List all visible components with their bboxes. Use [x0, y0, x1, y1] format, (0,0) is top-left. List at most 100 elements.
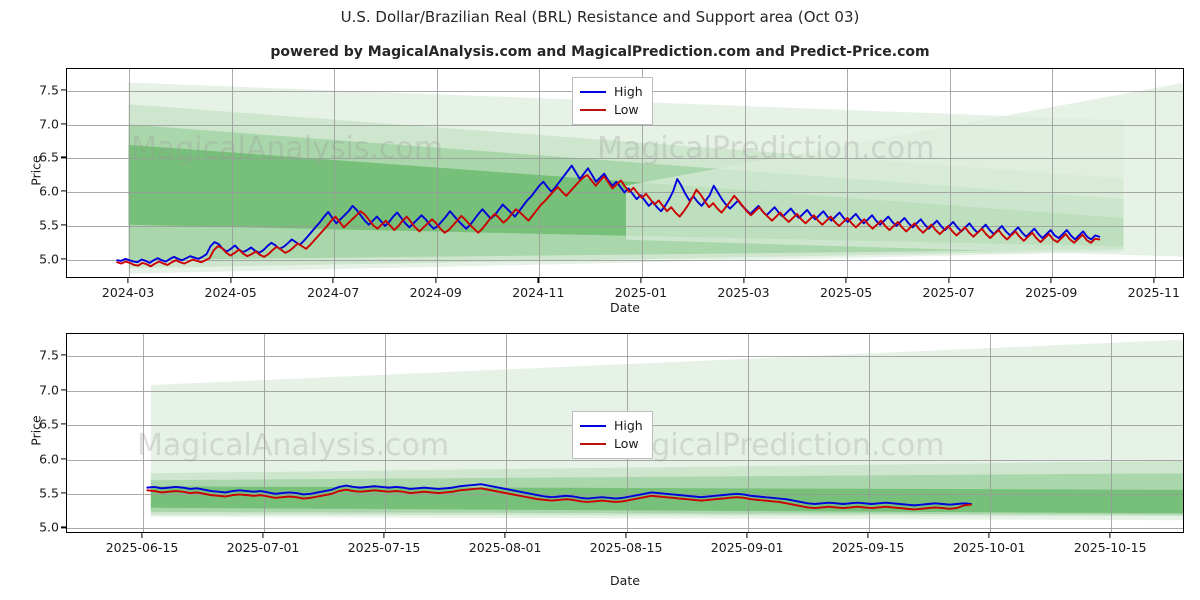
- y-axis-tick-mark: [61, 156, 66, 158]
- gridline-vertical: [949, 69, 951, 277]
- page-subtitle: powered by MagicalAnalysis.com and Magic…: [270, 44, 930, 60]
- gridline-horizontal: [67, 459, 1183, 461]
- gridline-vertical: [385, 334, 387, 532]
- x-axis-tick-label: 2025-07-01: [226, 540, 300, 555]
- gridline-horizontal: [67, 226, 1183, 228]
- gridline-vertical: [264, 334, 266, 532]
- y-axis-tick-label: 7.5: [39, 82, 59, 98]
- legend-label-low: Low: [614, 436, 639, 451]
- y-axis-tick-mark: [61, 526, 66, 529]
- y-axis-tick-label: 6.5: [39, 149, 59, 165]
- x-axis-tick-label: 2025-03: [717, 285, 770, 300]
- gridline-vertical: [1052, 69, 1054, 277]
- x-axis-tick-label: 2025-01: [614, 285, 668, 300]
- gridline-vertical: [436, 69, 438, 277]
- x-axis-tick-label: 2024-05: [204, 285, 257, 300]
- top-x-axis-label: Date: [610, 300, 640, 315]
- x-axis-tick-mark: [435, 278, 437, 283]
- gridline-vertical: [1154, 69, 1156, 277]
- y-axis-tick-mark: [61, 89, 66, 91]
- x-axis-tick-mark: [141, 533, 143, 538]
- x-axis-tick-mark: [746, 533, 748, 538]
- legend-row-high: High: [580, 417, 643, 435]
- x-axis-tick-mark: [948, 278, 950, 283]
- y-axis-tick-mark: [61, 388, 66, 391]
- x-axis-tick-mark: [332, 278, 334, 283]
- top-chart-panel: MagicalAnalysis.com MagicalPrediction.co…: [29, 68, 1184, 315]
- x-axis-tick-mark: [988, 533, 990, 538]
- y-axis-tick-label: 6.0: [39, 183, 59, 199]
- x-axis-tick-mark: [537, 278, 539, 283]
- gridline-vertical: [1111, 334, 1113, 532]
- x-axis-tick-label: 2025-06-15: [105, 540, 179, 555]
- y-axis-tick-label: 7.0: [39, 382, 59, 398]
- y-axis-tick-label: 7.5: [39, 347, 59, 363]
- bottom-y-axis-label: Price: [28, 415, 44, 446]
- x-axis-tick-label: 2025-11: [1127, 285, 1180, 300]
- y-axis-tick-label: 6.0: [39, 451, 59, 467]
- x-axis-tick-mark: [262, 533, 264, 538]
- top-series-lines: [67, 69, 1183, 277]
- legend-row-low: Low: [580, 435, 643, 453]
- x-axis-tick-label: 2025-09: [1025, 285, 1078, 300]
- x-axis-tick-mark: [640, 278, 642, 283]
- legend-label-high: High: [614, 84, 643, 99]
- x-axis-tick-mark: [867, 533, 869, 538]
- y-axis-tick-mark: [61, 190, 66, 192]
- x-axis-tick-label: 2025-10-01: [952, 540, 1026, 555]
- x-axis-tick-label: 2025-09-15: [831, 540, 905, 555]
- gridline-vertical: [129, 69, 131, 277]
- x-axis-tick-label: 2025-09-01: [710, 540, 784, 555]
- gridline-vertical: [641, 69, 643, 277]
- bottom-series-lines: [67, 334, 1183, 532]
- x-axis-tick-mark: [742, 278, 745, 283]
- legend-row-low: Low: [580, 101, 643, 119]
- gridline-vertical: [869, 334, 871, 532]
- gridline-horizontal: [67, 158, 1183, 160]
- x-axis-tick-label: 2024-07: [307, 285, 360, 300]
- x-axis-tick-mark: [1050, 278, 1052, 283]
- gridline-vertical: [847, 69, 849, 277]
- x-axis-tick-mark: [127, 278, 129, 283]
- top-y-axis-label: Price: [28, 155, 44, 186]
- legend-row-high: High: [580, 83, 643, 101]
- gridline-vertical: [143, 334, 145, 532]
- legend-label-high: High: [614, 418, 643, 433]
- y-axis-tick-label: 5.0: [39, 519, 59, 535]
- gridline-vertical: [506, 334, 508, 532]
- gridline-vertical: [748, 334, 750, 532]
- gridline-horizontal: [67, 390, 1183, 392]
- x-axis-tick-mark: [1109, 533, 1111, 538]
- gridline-vertical: [539, 69, 541, 277]
- gridline-horizontal: [67, 260, 1183, 262]
- x-axis-tick-label: 2025-10-15: [1073, 540, 1147, 555]
- gridline-vertical: [334, 69, 336, 277]
- legend-swatch-high: [580, 425, 606, 427]
- page-title: U.S. Dollar/Brazilian Real (BRL) Resista…: [340, 8, 860, 26]
- legend-swatch-low: [580, 443, 606, 445]
- x-axis-tick-mark: [845, 278, 847, 283]
- y-axis-tick-mark: [61, 492, 66, 494]
- x-axis-tick-label: 2024-11: [512, 285, 565, 300]
- gridline-horizontal: [67, 356, 1183, 358]
- x-axis-tick-mark: [504, 533, 506, 538]
- y-axis-tick-mark: [61, 258, 66, 260]
- legend-label-low: Low: [614, 102, 639, 117]
- x-axis-tick-label: 2024-03: [101, 285, 155, 300]
- x-axis-tick-label: 2025-05: [819, 285, 873, 300]
- gridline-vertical: [990, 334, 992, 532]
- x-axis-tick-mark: [230, 278, 232, 283]
- bottom-x-axis-label: Date: [610, 573, 640, 588]
- y-axis-tick-label: 6.5: [39, 416, 59, 432]
- legend-swatch-high: [580, 91, 606, 93]
- bottom-legend: High Low: [572, 411, 653, 459]
- gridline-horizontal: [67, 528, 1183, 530]
- y-axis-tick-mark: [61, 224, 66, 226]
- bottom-chart-panel: MagicalAnalysis.com MagicalPrediction.co…: [29, 333, 1184, 588]
- gridline-horizontal: [67, 494, 1183, 495]
- x-axis-tick-label: 2025-07-15: [347, 540, 421, 555]
- y-axis-tick-mark: [61, 354, 66, 356]
- x-axis-tick-mark: [625, 533, 627, 538]
- x-axis-tick-mark: [1153, 278, 1155, 283]
